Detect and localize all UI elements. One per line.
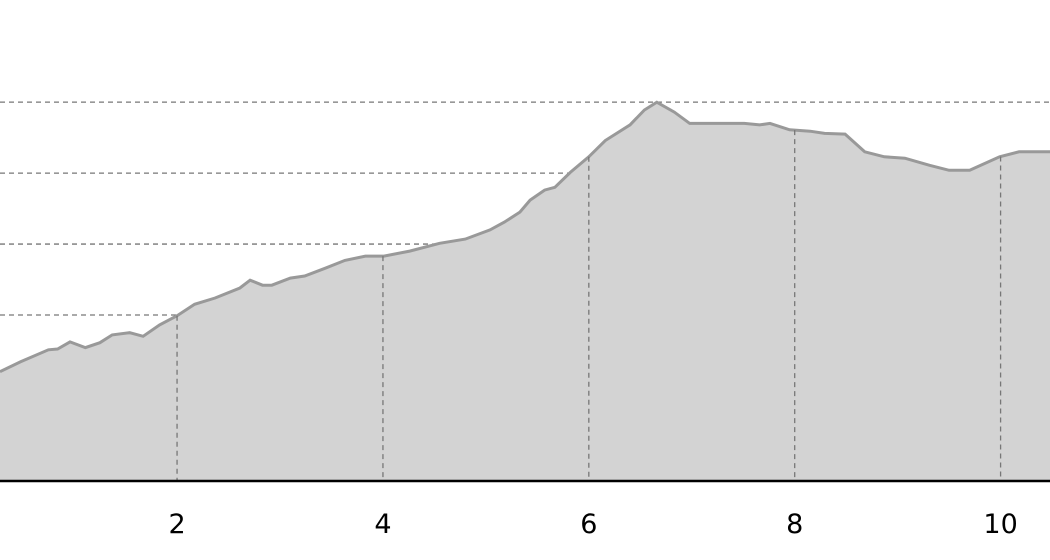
- series-line: [0, 100, 1050, 374]
- x-tick-label: 10: [983, 509, 1017, 540]
- x-tick-label: 2: [168, 509, 185, 540]
- x-axis-ticks: 2 4 6 8 10: [168, 509, 1017, 540]
- x-tick-label: 6: [580, 509, 597, 540]
- area-fill: [0, 102, 1050, 481]
- x-tick-label: 4: [374, 509, 391, 540]
- x-tick-label: 8: [786, 509, 803, 540]
